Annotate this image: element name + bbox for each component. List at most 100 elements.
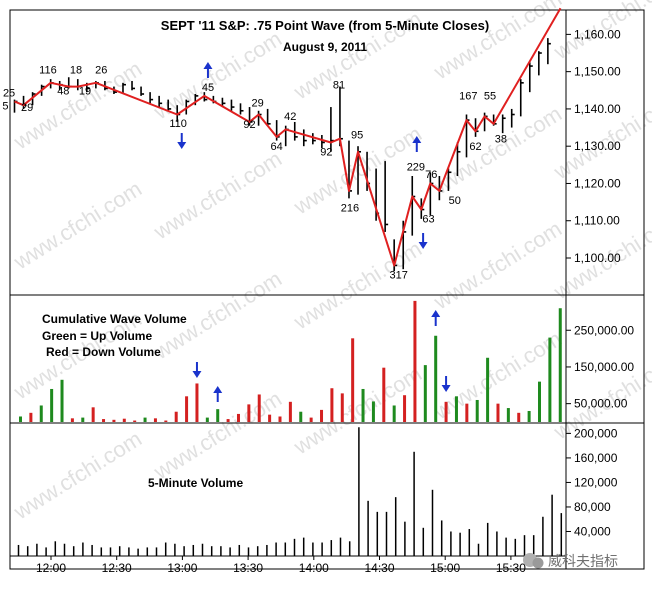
up-volume-bar xyxy=(454,396,458,422)
down-volume-bar xyxy=(102,419,106,422)
panel-frames xyxy=(9,9,645,570)
watermark-text: www.cfchi.com xyxy=(9,426,146,525)
up-volume-bar xyxy=(205,417,209,422)
up-volume-bar xyxy=(299,411,303,422)
up-volume-bar xyxy=(60,379,64,422)
watermark-text: www.cfchi.com xyxy=(149,26,286,125)
up-volume-bar xyxy=(423,365,427,422)
arrow-down-icon xyxy=(418,233,428,249)
wave-volume-label: 62 xyxy=(469,141,481,153)
down-volume-bar xyxy=(288,401,292,422)
arrow-down-icon xyxy=(177,133,187,149)
watermark-text: www.cfchi.com xyxy=(9,176,146,275)
down-volume-bar xyxy=(153,418,157,422)
wechat-icon-bubble xyxy=(532,557,544,569)
up-volume-bar xyxy=(81,417,85,422)
wave-volume-label: 76 xyxy=(425,169,437,181)
up-volume-bar xyxy=(50,388,54,422)
wave-volume-label: 45 xyxy=(202,82,214,94)
down-volume-bar xyxy=(164,420,168,422)
time-tick-label: 12:00 xyxy=(36,561,66,575)
volume-panel-label: 5-Minute Volume xyxy=(148,476,243,490)
wave-volume-label: 229 xyxy=(407,161,425,173)
down-volume-bar xyxy=(413,300,417,422)
down-volume-bar xyxy=(465,403,469,422)
wave-volume-tick-label: 50,000.00 xyxy=(574,397,628,411)
watermark-text: www.cfchi.com xyxy=(149,146,286,245)
price-panel: 1,100.00 1,110.00 1,120.00 1,130.00 1,140.00… xyxy=(2,7,621,281)
arrow-head xyxy=(431,310,441,317)
up-volume-bar xyxy=(538,381,541,422)
time-tick-label: 14:30 xyxy=(364,561,394,575)
down-volume-bar xyxy=(351,338,355,422)
up-volume-bar xyxy=(527,410,531,422)
arrow-head xyxy=(192,371,202,378)
wave-volume-label: 64 xyxy=(271,141,283,153)
down-volume-bar xyxy=(133,420,137,422)
down-volume-bar xyxy=(278,416,282,422)
down-volume-bar xyxy=(247,404,251,422)
time-tick-label: 15:00 xyxy=(430,561,460,575)
arrow-head xyxy=(213,386,223,393)
up-volume-bar xyxy=(143,417,147,422)
wave-volume-tick-label: 150,000.00 xyxy=(574,360,634,374)
wave-volume-label: 216 xyxy=(341,202,359,214)
wave-volume-label: 167 xyxy=(459,91,477,103)
wave-volume-label: 317 xyxy=(390,269,408,281)
wave-volume-label: 5 xyxy=(2,101,8,113)
watermark-text: www.cfchi.com xyxy=(429,216,566,315)
price-tick-label: 1,140.00 xyxy=(574,102,621,116)
chart-title: SEPT '11 S&P: .75 Point Wave (from 5-Min… xyxy=(161,18,489,33)
arrow-head xyxy=(203,62,213,69)
down-volume-bar xyxy=(70,418,74,422)
wave-volume-label: 110 xyxy=(169,118,187,130)
down-volume-bar xyxy=(403,395,407,422)
up-volume-bar xyxy=(486,357,490,422)
up-volume-bar xyxy=(19,416,22,422)
up-volume-bar xyxy=(371,401,375,422)
wave-volume-label: 50 xyxy=(449,195,461,207)
watermark-text: www.cfchi.com xyxy=(429,0,566,85)
down-volume-bar xyxy=(195,383,199,422)
footer-badge-text: 威科夫指标 xyxy=(548,553,618,569)
volume-tick-label: 160,000 xyxy=(574,451,618,465)
five-minute-volume-panel: 5-Minute Volume 40,000 80,000 120,000 160,0… xyxy=(17,426,618,575)
volume-tick-label: 40,000 xyxy=(574,524,611,538)
down-volume-bar xyxy=(444,401,448,422)
chart-subtitle: August 9, 2011 xyxy=(283,40,367,54)
wave-volume-label: 29 xyxy=(21,102,33,114)
price-tick-label: 1,130.00 xyxy=(574,139,621,153)
arrow-head xyxy=(418,242,428,249)
footer-badge: 威科夫指标 xyxy=(523,553,618,569)
arrow-up-icon xyxy=(431,310,441,326)
down-volume-bar xyxy=(517,412,521,422)
up-volume-bar xyxy=(475,399,479,422)
wave-volume-panel: Cumulative Wave Volume Green = Up Volume… xyxy=(19,300,634,422)
up-volume-bar xyxy=(434,335,438,422)
wave-volume-label: 92 xyxy=(320,147,332,159)
arrow-up-icon xyxy=(203,62,213,78)
down-volume-bar xyxy=(330,388,334,422)
wave-legend-red: Red = Down Volume xyxy=(46,345,161,359)
up-volume-bar xyxy=(392,405,396,422)
time-tick-label: 13:30 xyxy=(233,561,263,575)
down-volume-bar xyxy=(226,419,230,422)
wave-volume-label: 63 xyxy=(422,214,434,226)
down-volume-bar xyxy=(185,396,189,422)
wave-volume-label: 42 xyxy=(284,111,296,123)
up-volume-bar xyxy=(216,409,220,422)
time-tick-label: 13:00 xyxy=(167,561,197,575)
watermark-text: www.cfchi.com xyxy=(289,236,426,335)
wave-volume-label: 18 xyxy=(70,65,82,77)
time-tick-label: 14:00 xyxy=(299,561,329,575)
wave-volume-label: 95 xyxy=(351,130,363,142)
wave-volume-label: 19 xyxy=(79,85,91,97)
arrow-down-icon xyxy=(441,376,451,392)
down-volume-bar xyxy=(122,418,126,422)
up-volume-bar xyxy=(558,308,562,422)
wave-volume-label: 26 xyxy=(95,65,107,77)
price-tick-label: 1,160.00 xyxy=(574,27,621,41)
wave-volume-label: 116 xyxy=(39,65,57,77)
wave-volume-label: 25 xyxy=(3,88,15,100)
